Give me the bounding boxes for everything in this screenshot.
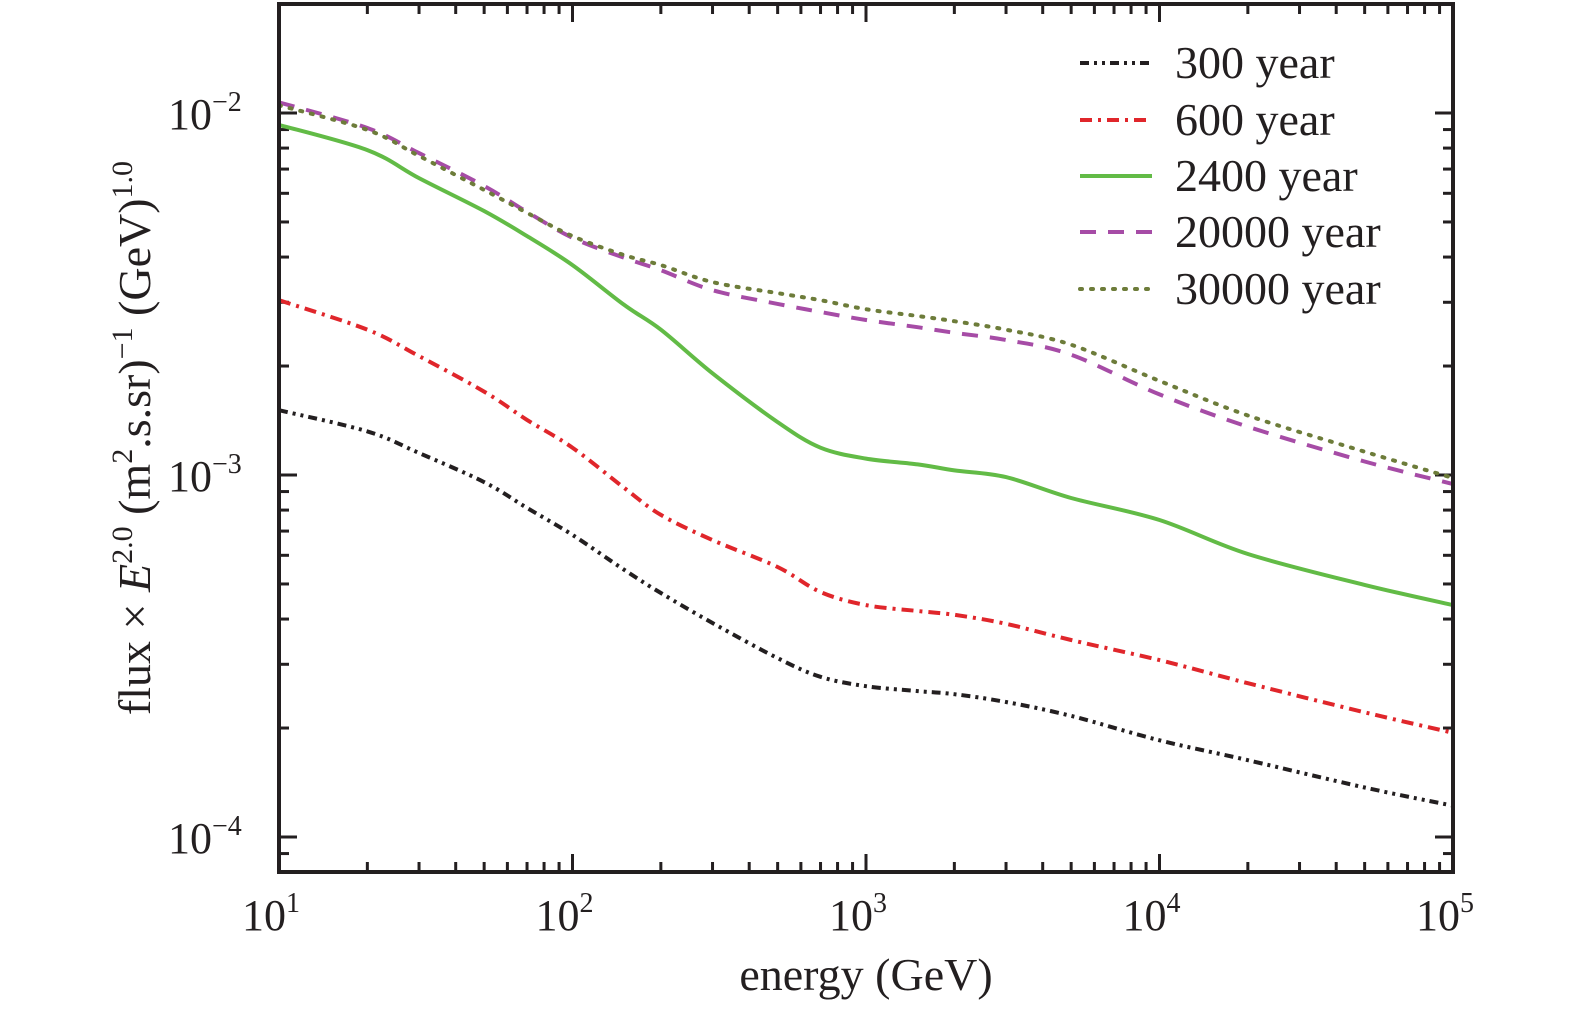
legend-item: 2400 year: [1080, 150, 1358, 201]
legend-item: 20000 year: [1080, 206, 1381, 257]
x-axis-label: energy (GeV): [739, 949, 992, 1000]
y-tick-label: 10−4: [168, 811, 242, 863]
legend-label: 2400 year: [1175, 150, 1358, 201]
y-tick-label: 10−2: [168, 87, 242, 139]
series-line-300-year: [279, 408, 1454, 808]
legend-label: 600 year: [1175, 94, 1335, 145]
legend-label: 30000 year: [1175, 263, 1381, 314]
legend-item: 600 year: [1080, 94, 1335, 145]
legend-item: 300 year: [1080, 37, 1335, 88]
plot-frame: [277, 2, 1455, 874]
series-line-30000-year: [279, 103, 1455, 480]
x-tick-label: 103: [829, 888, 887, 940]
plot-series: [279, 100, 1455, 808]
x-tick-label: 104: [1123, 888, 1181, 940]
y-tick-label: 10−3: [168, 449, 242, 501]
series-line-2400-year: [279, 122, 1454, 608]
y-tick-labels: 10−2 10−3 10−4: [168, 87, 242, 863]
x-tick-label: 102: [536, 888, 594, 940]
x-tick-label: 101: [242, 888, 300, 940]
legend-label: 20000 year: [1175, 206, 1381, 257]
y-axis-label: flux × E2.0 (m2.s.sr)−1 (GeV)1.0: [106, 161, 160, 715]
x-tick-label: 105: [1416, 888, 1474, 940]
series-line-600-year: [279, 298, 1454, 735]
legend-label: 300 year: [1175, 37, 1335, 88]
legend-item: 30000 year: [1078, 263, 1381, 314]
series-line-20000-year: [279, 100, 1454, 487]
x-tick-labels: 101 102 103 104 105: [242, 888, 1474, 940]
